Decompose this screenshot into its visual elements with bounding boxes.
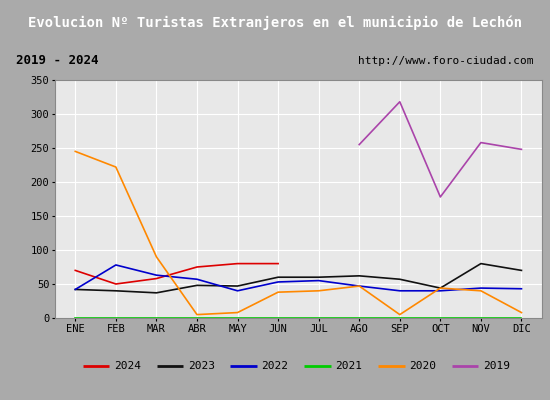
Text: http://www.foro-ciudad.com: http://www.foro-ciudad.com	[358, 56, 534, 66]
Text: 2023: 2023	[188, 361, 214, 371]
Text: 2022: 2022	[261, 361, 289, 371]
Text: 2019 - 2024: 2019 - 2024	[16, 54, 99, 68]
Text: 2019: 2019	[483, 361, 510, 371]
Text: 2024: 2024	[114, 361, 141, 371]
Text: Evolucion Nº Turistas Extranjeros en el municipio de Lechón: Evolucion Nº Turistas Extranjeros en el …	[28, 16, 522, 30]
Text: 2020: 2020	[409, 361, 436, 371]
Text: 2021: 2021	[336, 361, 362, 371]
